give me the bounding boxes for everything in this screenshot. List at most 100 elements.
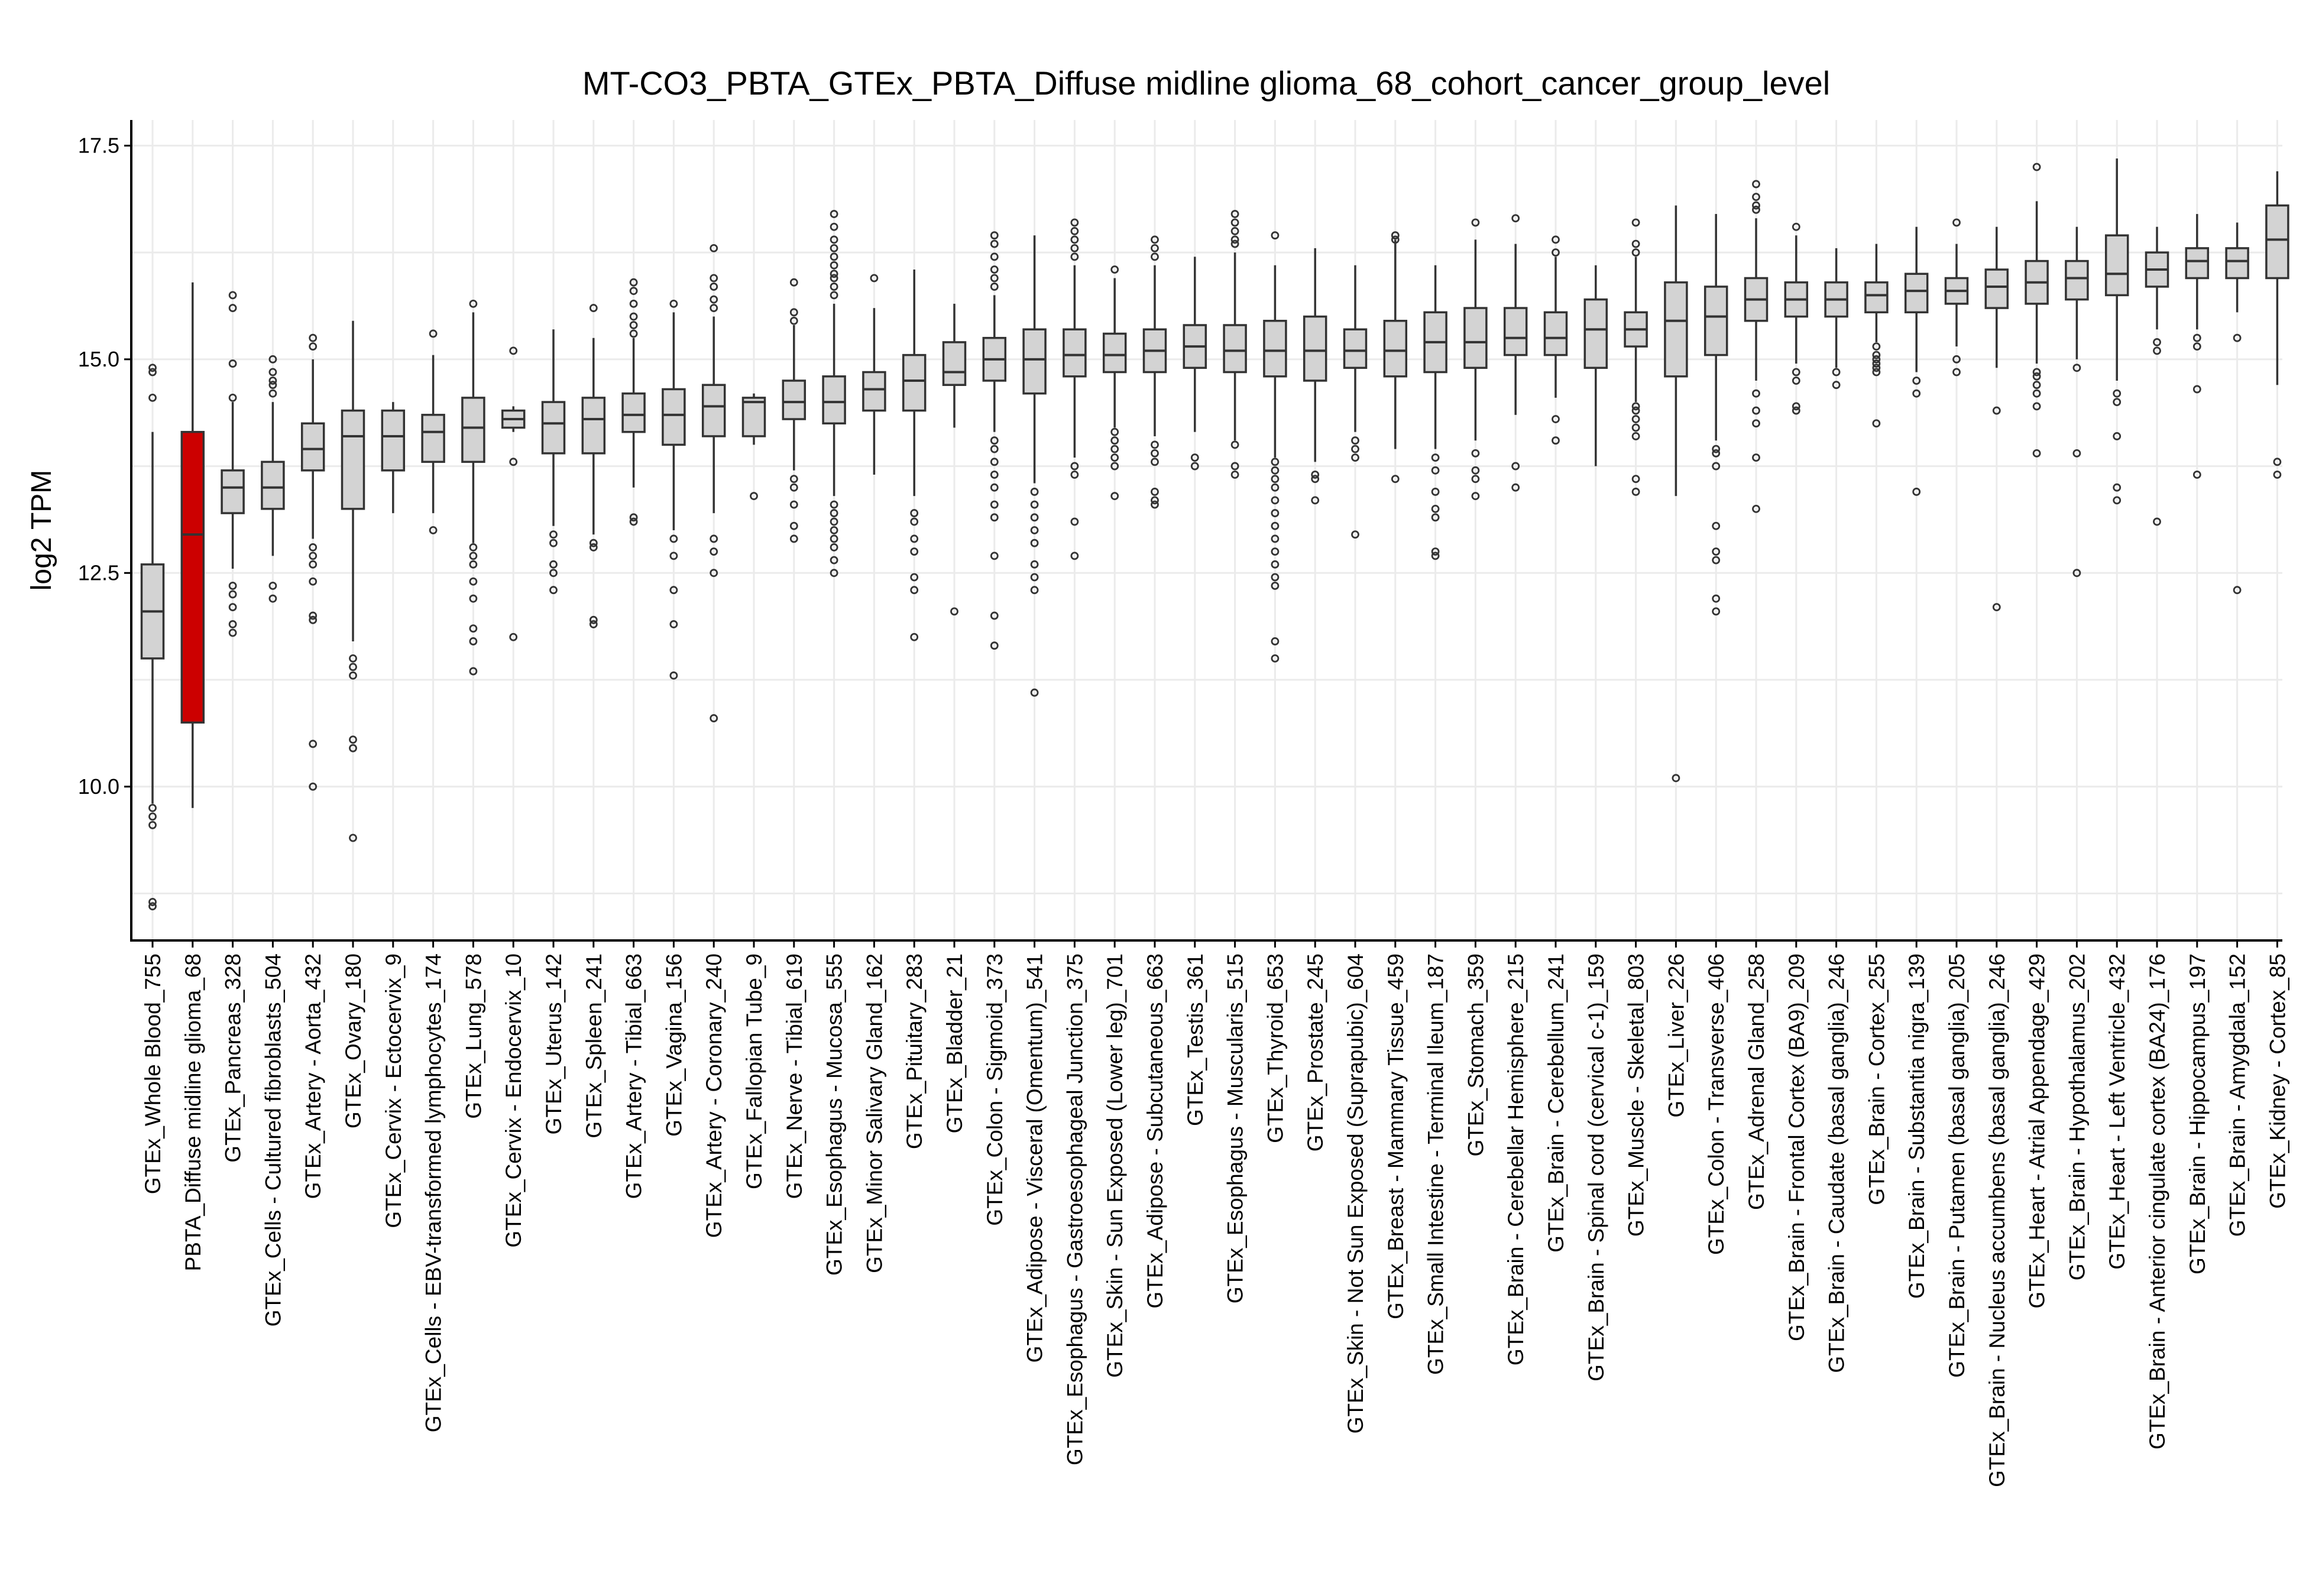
box-iqr — [1063, 328, 1087, 378]
outlier-point — [2192, 342, 2201, 351]
chart-title: MT-CO3_PBTA_GTEx_PBTA_Diffuse midline gl… — [582, 64, 1830, 102]
box-iqr — [942, 341, 967, 386]
x-tick-label: GTEx_Brain - Substantia nigra_139 — [1905, 953, 1929, 1299]
x-tick-label: GTEx_Esophagus - Gastroesophageal Juncti… — [1063, 953, 1087, 1465]
box-group — [1583, 265, 1608, 466]
outlier-point — [870, 274, 879, 283]
box-iqr — [1022, 328, 1047, 395]
outlier-point — [309, 615, 318, 624]
outlier-point — [629, 321, 638, 329]
outlier-point — [469, 667, 478, 676]
y-ticks: 10.0 12.5 15.0 17.5 — [78, 133, 131, 799]
outlier-point — [309, 739, 318, 748]
x-tick-label: GTEx_Brain - Cerebellar Hemisphere_215 — [1504, 953, 1528, 1365]
outlier-point — [1070, 235, 1079, 244]
x-tick-label: GTEx_Skin - Not Sun Exposed (Suprapubic)… — [1343, 953, 1368, 1433]
outlier-point — [1872, 355, 1881, 364]
outlier-point — [589, 620, 598, 628]
outlier-point — [1712, 521, 1721, 530]
outlier-point — [669, 620, 678, 628]
outlier-point — [1230, 462, 1239, 471]
outlier-point — [1110, 453, 1119, 462]
outlier-point — [789, 521, 798, 530]
x-tick-label: GTEx_Artery - Aorta_432 — [301, 953, 325, 1199]
outlier-point — [1271, 582, 1280, 590]
outlier-point — [148, 902, 157, 911]
outlier-point — [1230, 440, 1239, 449]
outlier-point — [710, 274, 718, 283]
box-group — [221, 291, 245, 637]
x-tick-label: GTEx_Brain - Putamen (basal ganglia)_205 — [1945, 953, 1969, 1378]
outlier-point — [2032, 381, 2041, 390]
outlier-point — [990, 458, 999, 466]
box-group — [2104, 158, 2129, 505]
outlier-point — [1471, 218, 1480, 227]
x-tick-label: GTEx_Esophagus - Muscularis_515 — [1223, 953, 1248, 1303]
box-iqr — [1904, 273, 1929, 314]
box-group — [902, 270, 927, 641]
outlier-point — [469, 624, 478, 633]
y-axis-label: log2 TPM — [26, 470, 57, 591]
outlier-point — [1712, 607, 1721, 616]
box-group — [1784, 222, 1809, 415]
outlier-point — [349, 663, 357, 672]
outlier-point — [1631, 415, 1640, 423]
outlier-point — [1631, 488, 1640, 496]
box-iqr — [1583, 298, 1608, 369]
outlier-point — [1952, 355, 1961, 364]
box-iqr — [1303, 315, 1327, 382]
outlier-point — [1992, 603, 2001, 612]
outlier-point — [268, 594, 277, 603]
outlier-point — [1030, 573, 1039, 582]
box-iqr — [1463, 307, 1488, 369]
outlier-point — [1271, 466, 1280, 475]
outlier-point — [789, 483, 798, 492]
y-tick-label: 15.0 — [78, 347, 119, 371]
box-group — [1744, 180, 1769, 513]
outlier-point — [1912, 488, 1921, 496]
box-iqr — [701, 384, 726, 437]
box-group — [741, 393, 766, 501]
outlier-point — [1151, 496, 1159, 505]
outlier-point — [1471, 492, 1480, 501]
box-iqr — [2265, 204, 2289, 280]
x-tick-label: GTEx_Thyroid_653 — [1263, 953, 1287, 1143]
outlier-point — [1952, 218, 1961, 227]
box-iqr — [300, 422, 325, 472]
outlier-point — [1631, 248, 1640, 257]
outlier-point — [1351, 530, 1359, 539]
outlier-point — [509, 632, 518, 641]
outlier-point — [349, 671, 357, 680]
outlier-point — [349, 735, 357, 744]
outlier-point — [1271, 534, 1280, 543]
outlier-point — [750, 492, 758, 501]
outlier-point — [549, 539, 558, 547]
outlier-point — [2032, 389, 2041, 398]
outlier-point — [1151, 244, 1159, 252]
outlier-point — [1351, 445, 1359, 453]
outlier-point — [629, 287, 638, 296]
outlier-point — [830, 210, 838, 218]
outlier-point — [990, 436, 999, 445]
outlier-point — [629, 329, 638, 338]
outlier-point — [789, 534, 798, 543]
outlier-point — [789, 475, 798, 484]
outlier-point — [268, 389, 277, 398]
box-iqr — [822, 375, 846, 425]
outlier-point — [1070, 517, 1079, 526]
box-iqr — [1543, 311, 1568, 356]
box-group — [2145, 226, 2169, 526]
outlier-point — [990, 283, 999, 291]
outlier-point — [549, 560, 558, 569]
x-tick-label: GTEx_Fallopian Tube_9 — [742, 953, 766, 1189]
outlier-point — [429, 526, 438, 534]
box-group — [621, 278, 646, 526]
outlier-point — [1230, 227, 1239, 235]
box-iqr — [1223, 324, 1247, 374]
outlier-point — [990, 641, 999, 650]
outlier-point — [1151, 252, 1159, 261]
outlier-point — [2032, 372, 2041, 381]
x-tick-label: GTEx_Artery - Coronary_240 — [702, 953, 726, 1238]
y-tick-label: 12.5 — [78, 560, 119, 585]
x-tick-label: GTEx_Prostate_245 — [1303, 953, 1327, 1151]
